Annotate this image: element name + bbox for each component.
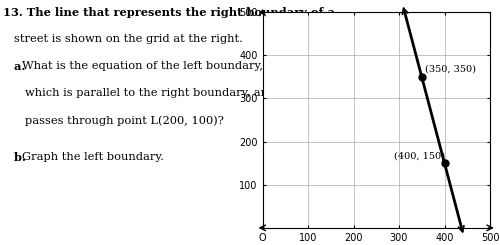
Text: 13. The line that represents the right boundary of a: 13. The line that represents the right b… [3,7,335,18]
Text: a.: a. [14,61,30,72]
Text: passes through point L(200, 100)?: passes through point L(200, 100)? [24,115,224,126]
Text: which is parallel to the right boundary, and: which is parallel to the right boundary,… [24,88,275,98]
Text: What is the equation of the left boundary,: What is the equation of the left boundar… [22,61,262,71]
Text: b.: b. [14,152,30,163]
Text: (400, 150): (400, 150) [394,152,446,161]
Text: street is shown on the grid at the right.: street is shown on the grid at the right… [14,34,243,44]
Text: (350, 350): (350, 350) [426,64,476,74]
Text: Graph the left boundary.: Graph the left boundary. [22,152,164,162]
